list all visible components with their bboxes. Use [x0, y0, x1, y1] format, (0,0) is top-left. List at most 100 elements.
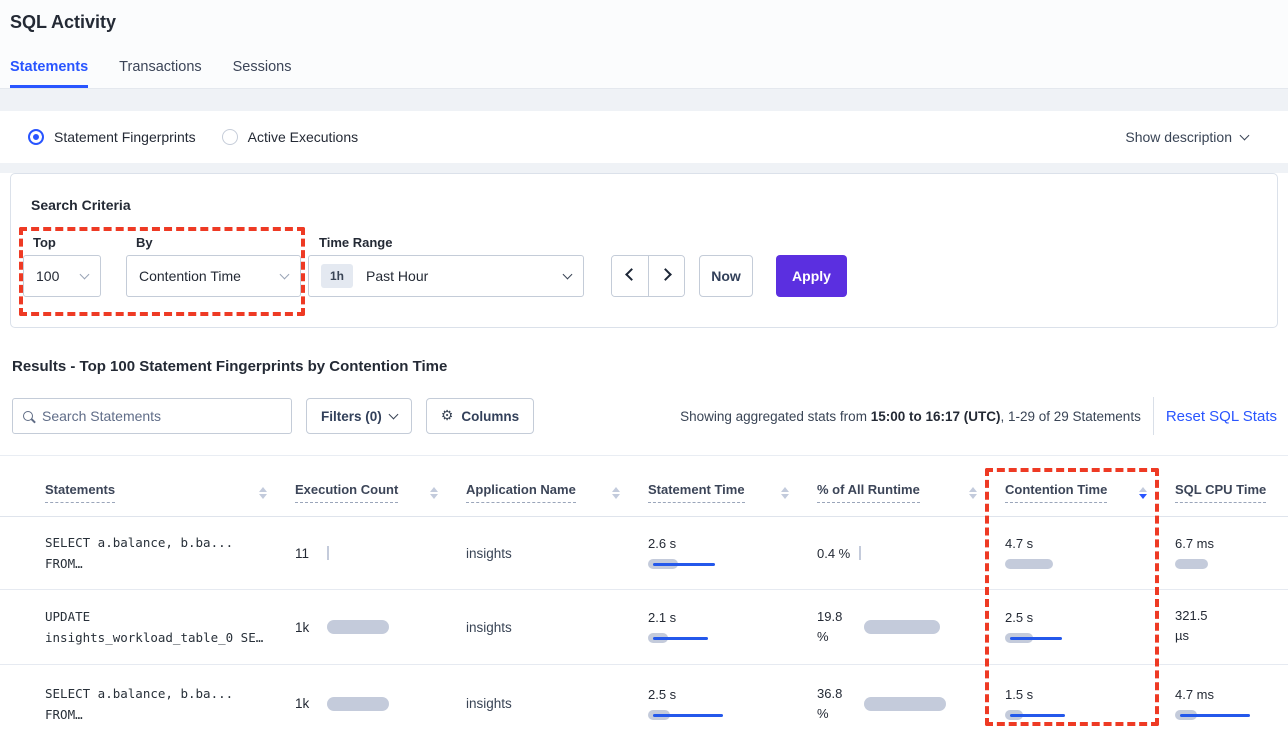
column-header-execution-count[interactable]: Execution Count	[295, 482, 466, 516]
top-label: Top	[33, 235, 56, 250]
tab-sessions[interactable]: Sessions	[232, 59, 292, 75]
search-statements-box	[12, 398, 292, 434]
sort-icon[interactable]	[612, 486, 620, 499]
time-range-label: Time Range	[319, 235, 393, 250]
statement-link[interactable]: SELECT a.balance, b.ba... FROM…	[45, 685, 234, 722]
execution-count-cell: 1k	[295, 696, 466, 711]
reset-sql-stats-link[interactable]: Reset SQL Stats	[1165, 407, 1277, 425]
results-section: Results - Top 100 Statement Fingerprints…	[0, 358, 1288, 735]
results-heading: Results - Top 100 Statement Fingerprints…	[12, 358, 448, 375]
execution-count-bar	[327, 696, 390, 711]
statement-time-cell: 2.6 s	[648, 536, 817, 570]
chevron-down-icon	[279, 269, 290, 280]
vertical-divider	[1152, 397, 1154, 435]
results-toolbar: Filters (0) ⚙ Columns Showing aggregated…	[12, 397, 1288, 435]
chevron-down-icon	[79, 269, 90, 280]
radio-selected-icon[interactable]	[28, 129, 44, 145]
filters-label: Filters (0)	[321, 408, 382, 424]
runtime-cell: 36.8 %	[817, 684, 1005, 724]
tab-statements[interactable]: Statements	[10, 59, 89, 88]
statement-time-cell: 2.5 s	[648, 687, 817, 721]
time-next-button[interactable]	[648, 256, 684, 296]
execution-count-cell: 1k	[295, 620, 466, 635]
apply-button[interactable]: Apply	[776, 255, 847, 297]
radio-statement-fingerprints[interactable]: Statement Fingerprints	[28, 129, 196, 145]
sort-icon[interactable]	[430, 486, 438, 499]
now-button[interactable]: Now	[699, 255, 753, 297]
chevron-right-icon	[658, 268, 672, 281]
show-description-label: Show description	[1125, 129, 1232, 145]
sort-icon[interactable]	[969, 486, 977, 499]
application-name-cell: insights	[466, 696, 512, 711]
runtime-cell: 19.8 %	[817, 607, 1005, 647]
runtime-bar	[864, 620, 940, 634]
execution-count-bar	[327, 620, 390, 634]
by-select-value: Contention Time	[139, 268, 241, 284]
contention-time-cell: 1.5 s	[1005, 687, 1175, 721]
application-name-cell: insights	[466, 545, 512, 561]
radio-active-executions[interactable]: Active Executions	[221, 129, 359, 145]
section-divider	[0, 163, 1288, 173]
chevron-down-icon	[388, 409, 399, 420]
time-range-value: Past Hour	[366, 268, 429, 284]
table-header: Statements Execution Count Application N…	[0, 455, 1288, 517]
section-divider	[0, 89, 1288, 111]
columns-button[interactable]: ⚙ Columns	[425, 398, 535, 434]
application-name-cell: insights	[466, 619, 512, 635]
column-header-sql-cpu-time[interactable]: SQL CPU Time	[1175, 482, 1288, 516]
runtime-bar	[864, 696, 946, 711]
runtime-cell: 0.4 %	[817, 546, 1005, 561]
contention-time-cell: 2.5 s	[1005, 610, 1175, 644]
by-label: By	[136, 235, 153, 250]
sort-icon-active-desc[interactable]	[1139, 486, 1147, 499]
time-prev-button[interactable]	[612, 256, 648, 296]
columns-label: Columns	[461, 408, 520, 424]
search-criteria-panel: Search Criteria Top 100 By Contention Ti…	[10, 173, 1278, 328]
page-header: SQL Activity Statements Transactions Ses…	[0, 0, 1288, 89]
chevron-left-icon	[625, 268, 638, 281]
chevron-down-icon	[1239, 130, 1250, 141]
view-toggle-bar: Statement Fingerprints Active Executions…	[0, 111, 1288, 163]
column-header-application-name[interactable]: Application Name	[466, 482, 648, 516]
table-row: UPDATE insights_workload_table_0 SE… 1k i…	[0, 590, 1288, 665]
search-statements-input[interactable]	[42, 408, 281, 424]
sort-icon[interactable]	[781, 486, 789, 499]
page-title: SQL Activity	[10, 12, 117, 32]
statement-link[interactable]: UPDATE insights_workload_table_0 SE…	[45, 609, 264, 645]
radio-label: Statement Fingerprints	[54, 129, 196, 145]
tab-transactions[interactable]: Transactions	[119, 59, 202, 75]
tab-bar: Statements Transactions Sessions	[10, 59, 291, 88]
time-range-select[interactable]: 1h Past Hour	[308, 255, 584, 297]
statement-time-cell: 2.1 s	[648, 610, 817, 644]
chevron-down-icon	[562, 269, 573, 280]
execution-count-bar	[327, 546, 330, 560]
sql-cpu-time-cell: 4.7 ms	[1175, 687, 1288, 721]
column-header-percent-runtime[interactable]: % of All Runtime	[817, 482, 1005, 516]
contention-time-cell: 4.7 s	[1005, 536, 1175, 570]
show-description-toggle[interactable]: Show description	[1125, 129, 1250, 145]
by-select[interactable]: Contention Time	[126, 255, 301, 297]
statement-link[interactable]: SELECT a.balance, b.ba... FROM…	[45, 535, 234, 571]
radio-label: Active Executions	[247, 129, 359, 145]
search-icon	[23, 411, 33, 421]
time-nav-group	[611, 255, 685, 297]
time-range-badge: 1h	[321, 264, 354, 288]
table-row: SELECT a.balance, b.ba... FROM… 1k insigh…	[0, 665, 1288, 735]
column-header-statement-time[interactable]: Statement Time	[648, 482, 817, 516]
showing-stats-text: Showing aggregated stats from 15:00 to 1…	[680, 408, 1141, 424]
gear-icon: ⚙	[440, 408, 454, 424]
search-criteria-title: Search Criteria	[31, 197, 131, 213]
filters-button[interactable]: Filters (0)	[306, 398, 412, 434]
column-header-statements[interactable]: Statements	[12, 482, 295, 516]
sort-icon[interactable]	[259, 486, 267, 499]
radio-unselected-icon[interactable]	[221, 129, 238, 145]
runtime-bar	[859, 546, 862, 560]
sql-cpu-time-cell: 321.5 µs	[1175, 607, 1208, 643]
table-row: SELECT a.balance, b.ba... FROM… 11 insigh…	[0, 517, 1288, 590]
top-select[interactable]: 100	[23, 255, 101, 297]
sql-cpu-time-cell: 6.7 ms	[1175, 536, 1288, 570]
top-select-value: 100	[36, 268, 60, 284]
execution-count-cell: 11	[295, 546, 466, 561]
column-header-contention-time[interactable]: Contention Time	[1005, 482, 1175, 516]
